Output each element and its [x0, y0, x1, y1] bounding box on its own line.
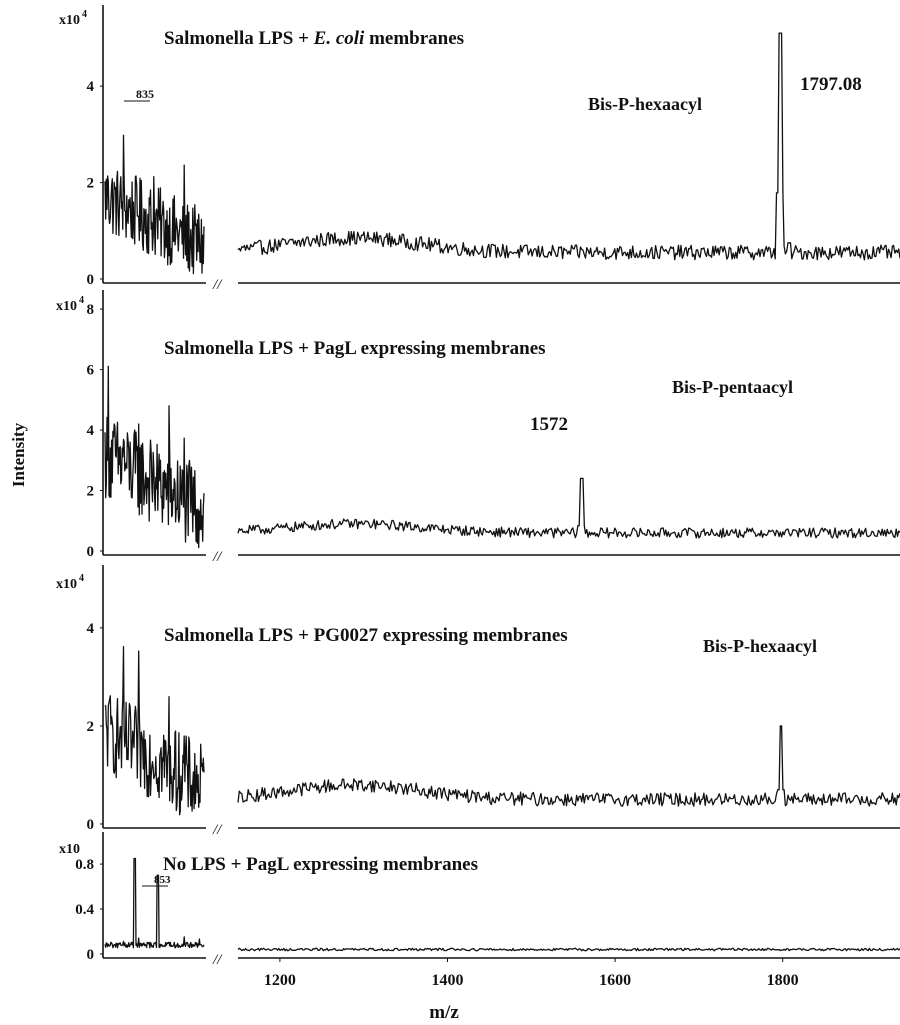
- peak-label: Bis-P-hexaacyl: [703, 636, 817, 656]
- panel-title: Salmonella LPS + PagL expressing membran…: [164, 338, 546, 359]
- axis-break-mark: //: [212, 277, 223, 293]
- peak-label: 1572: [530, 414, 568, 435]
- y-tick-label: 6: [87, 363, 95, 379]
- y-tick-label: 0: [87, 817, 95, 833]
- y-tick-label: 0: [87, 544, 95, 560]
- low-mass-trace: [104, 134, 205, 275]
- y-multiplier: x10 4: [56, 573, 84, 592]
- peak-label: Bis-P-pentaacyl: [672, 377, 793, 397]
- high-mass-trace: [237, 725, 900, 807]
- y-multiplier: x10 4: [56, 295, 84, 314]
- high-mass-trace: [237, 947, 900, 952]
- panel-title: Salmonella LPS + PG0027 expressing membr…: [164, 625, 568, 646]
- y-multiplier: x10: [59, 842, 80, 857]
- y-axis-label: Intensity: [9, 422, 28, 487]
- high-mass-trace: [237, 477, 900, 539]
- panel-title: No LPS + PagL expressing membranes: [163, 854, 478, 875]
- low-mass-trace: [104, 646, 205, 816]
- panel-title: Salmonella LPS + E. coli membranes: [164, 28, 464, 49]
- y-tick-label: 0.4: [75, 902, 94, 918]
- x-tick-label: 1400: [431, 972, 463, 989]
- x-tick-labels: 1200 1400 1600 1800: [264, 958, 799, 989]
- x-tick-label: 1800: [767, 972, 799, 989]
- y-tick-label: 2: [87, 719, 95, 735]
- peak-label: 1797.08: [800, 74, 862, 95]
- y-tick-label: 0.8: [75, 857, 94, 873]
- y-tick-label: 2: [87, 484, 95, 500]
- peak-label: Bis-P-hexaacyl: [588, 94, 702, 114]
- peak-label: 835: [136, 87, 154, 101]
- y-tick-label: 4: [87, 621, 95, 637]
- y-exponent: 4: [79, 573, 84, 584]
- high-mass-trace: [237, 32, 900, 261]
- x-tick-label: 1600: [599, 972, 631, 989]
- y-exponent: 4: [82, 9, 87, 20]
- y-tick-label: 0: [87, 947, 95, 963]
- y-exponent: 4: [79, 295, 84, 306]
- y-multiplier: x10 4: [59, 9, 87, 28]
- axis-break-mark: //: [212, 822, 223, 838]
- y-tick-label: 8: [87, 302, 95, 318]
- y-tick-label: 4: [87, 423, 95, 439]
- y-tick-label: 2: [87, 176, 95, 192]
- y-tick-label: 0: [87, 272, 95, 288]
- x-tick-label: 1200: [264, 972, 296, 989]
- axis-break-mark: //: [212, 952, 223, 968]
- x-axis-label: m/z: [429, 1002, 459, 1023]
- y-tick-label: 4: [87, 79, 95, 95]
- low-mass-trace: [104, 365, 205, 549]
- low-mass-trace: [104, 857, 205, 949]
- axis-break-mark: //: [212, 549, 223, 565]
